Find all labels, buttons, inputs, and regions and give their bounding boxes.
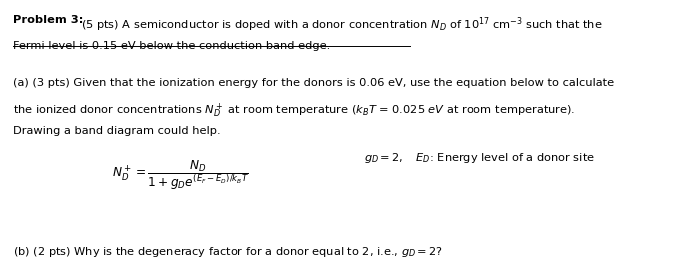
Text: (a) (3 pts) Given that the ionization energy for the donors is 0.06 eV, use the : (a) (3 pts) Given that the ionization en… — [13, 78, 614, 88]
Text: Problem 3:: Problem 3: — [13, 15, 83, 25]
Text: the ionized donor concentrations $N_D^+$ at room temperature ($k_BT$ = 0.025 $eV: the ionized donor concentrations $N_D^+$… — [13, 102, 575, 120]
Text: (b) (2 pts) Why is the degeneracy factor for a donor equal to 2, i.e., $g_D = 2$: (b) (2 pts) Why is the degeneracy factor… — [13, 245, 442, 259]
Text: Drawing a band diagram could help.: Drawing a band diagram could help. — [13, 126, 220, 136]
Text: $N_D^+ = \dfrac{N_D}{1 + g_D e^{(E_F-E_D)/k_BT}}$: $N_D^+ = \dfrac{N_D}{1 + g_D e^{(E_F-E_D… — [112, 158, 249, 192]
Text: Fermi level is 0.15 eV below the conduction band edge.: Fermi level is 0.15 eV below the conduct… — [13, 41, 330, 51]
Text: $g_D = 2,\ \ \ E_D$: Energy level of a donor site: $g_D = 2,\ \ \ E_D$: Energy level of a d… — [364, 151, 595, 165]
Text: (5 pts) A semiconductor is doped with a donor concentration $N_D$ of $10^{17}$ c: (5 pts) A semiconductor is doped with a … — [81, 15, 603, 34]
